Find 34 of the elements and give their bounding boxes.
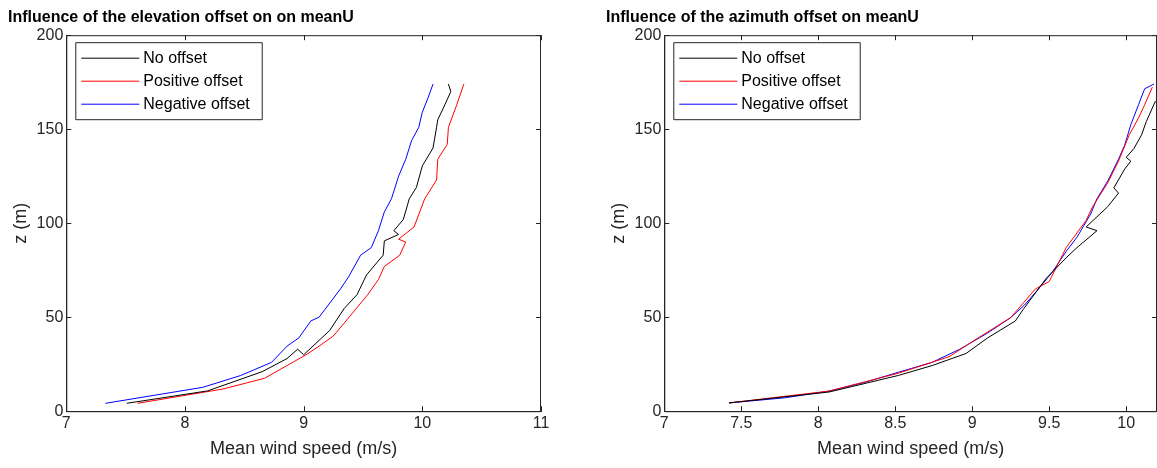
legend-label: Negative offset [143, 94, 251, 112]
x-tick-label: 10 [1117, 414, 1136, 432]
y-axis-title: z (m) [607, 202, 628, 244]
y-tick-label: 100 [36, 213, 64, 231]
x-tick-label: 9 [967, 414, 977, 432]
x-tick-label: 11 [532, 414, 550, 432]
legend-label: Positive offset [143, 71, 244, 89]
x-tick-label: 10 [413, 414, 432, 432]
x-tick-label: 8.5 [884, 414, 907, 432]
x-tick-label: 9 [299, 414, 309, 432]
y-axis-title: z (m) [9, 202, 30, 244]
y-tick-label: 50 [643, 307, 662, 325]
y-tick-label: 0 [652, 401, 662, 419]
legend-label: No offset [143, 48, 208, 66]
y-tick-label: 150 [36, 119, 64, 137]
y-tick-label: 0 [54, 401, 64, 419]
x-tick-label: 9.5 [1038, 414, 1061, 432]
legend-label: Positive offset [741, 71, 842, 89]
chart-title: Influence of the elevation offset on on meanU [8, 8, 354, 26]
x-tick-label: 7 [659, 414, 669, 432]
x-tick-label: 7.5 [730, 414, 753, 432]
y-tick-label: 100 [634, 213, 662, 231]
x-tick-label: 7 [61, 414, 71, 432]
x-tick-label: 8 [180, 414, 190, 432]
chart-title: Influence of the azimuth offset on meanU [606, 8, 919, 26]
y-tick-label: 150 [634, 119, 662, 137]
x-axis-title: Mean wind speed (m/s) [817, 438, 1005, 459]
y-tick-label: 50 [45, 307, 64, 325]
legend-label: Negative offset [741, 94, 849, 112]
y-tick-label: 200 [36, 25, 64, 43]
x-tick-label: 8 [813, 414, 823, 432]
legend-label: No offset [741, 48, 806, 66]
x-axis-title: Mean wind speed (m/s) [210, 438, 398, 459]
y-tick-label: 200 [634, 25, 662, 43]
